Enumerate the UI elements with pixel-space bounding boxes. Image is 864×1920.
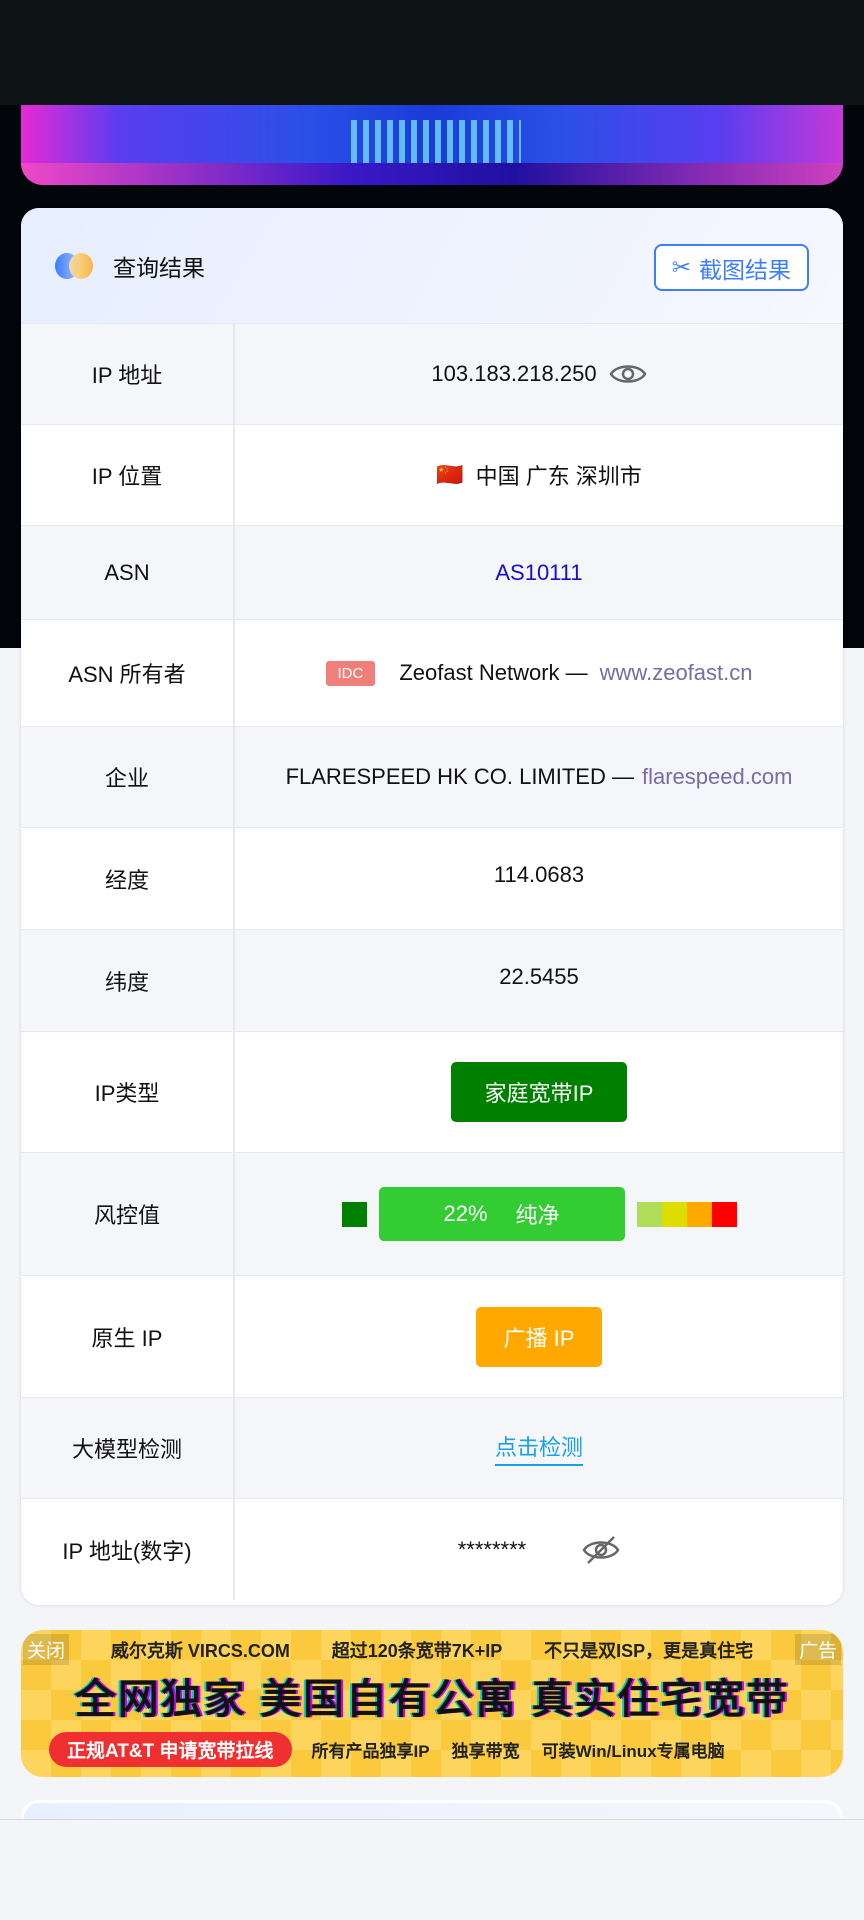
row-label: ASN 所有者 (21, 620, 235, 726)
asn-owner-value: Zeofast Network — (399, 660, 588, 685)
row-label: 经度 (21, 828, 235, 929)
risk-level: 纯净 (515, 1203, 560, 1228)
eye-off-icon[interactable] (582, 1535, 620, 1565)
row-label: IP 地址(数字) (21, 1499, 235, 1600)
row-label: 纬度 (21, 930, 235, 1031)
ip-value: 103.183.218.250 (431, 361, 597, 386)
scissors-icon: ✂ (671, 254, 691, 280)
row-latitude: 纬度 22.5455 (21, 929, 843, 1031)
row-label: 原生 IP (21, 1276, 235, 1397)
location-value: 中国 广东 深圳市 (475, 464, 642, 489)
ad-text: 所有产品独享IP (311, 1742, 430, 1761)
row-label: 企业 (21, 727, 235, 827)
ad-headline: 全网独家 美国自有公寓 真实住宅宽带 (74, 1675, 790, 1722)
result-card: 查询结果 ✂ 截图结果 IP 地址 103.183.218.250 IP 位置 … (21, 208, 843, 1605)
asn-owner-link[interactable]: www.zeofast.cn (599, 660, 753, 685)
row-label: ASN (21, 526, 235, 619)
ad-text: 可装Win/Linux专属电脑 (541, 1742, 725, 1761)
row-label: IP 位置 (21, 425, 235, 525)
ad-label: 广告 (794, 1634, 841, 1665)
risk-percent: 22% (443, 1201, 488, 1226)
row-llm-detect: 大模型检测 点击检测 (21, 1397, 843, 1498)
card-header: 查询结果 ✂ 截图结果 (21, 208, 843, 323)
row-company: 企业 FLARESPEED HK CO. LIMITED — flarespeed… (21, 726, 843, 827)
ad-banner[interactable]: 关闭 威尔克斯 VIRCS.COM 超过120条宽带7K+IP 不只是双ISP，… (21, 1630, 843, 1777)
ad-text: 超过120条宽带7K+IP (331, 1640, 503, 1661)
ip-type-badge: 家庭宽带IP (450, 1062, 628, 1122)
china-flag-icon: 🇨🇳 (436, 462, 464, 487)
ad-pill: 正规AT&T 申请宽带拉线 (49, 1732, 292, 1767)
idc-badge: IDC (325, 660, 376, 686)
company-link[interactable]: flarespeed.com (641, 764, 793, 789)
row-longitude: 经度 114.0683 (21, 827, 843, 929)
longitude-value: 114.0683 (493, 862, 585, 887)
row-native-ip: 原生 IP 广播 IP (21, 1275, 843, 1397)
risk-score-bar: 22% 纯净 (378, 1187, 625, 1241)
company-value: FLARESPEED HK CO. LIMITED — (285, 764, 634, 789)
ad-bottom-row: 正规AT&T 申请宽带拉线 所有产品独享IP 独享带宽 可装Win/Linux专属电… (21, 1732, 843, 1767)
risk-scale (636, 1201, 737, 1227)
row-ip-type: IP类型 家庭宽带IP (21, 1031, 843, 1152)
ad-text: 不只是双ISP，更是真住宅 (544, 1640, 754, 1661)
eye-icon[interactable] (609, 361, 647, 387)
latitude-value: 22.5455 (499, 964, 579, 989)
card-title: 查询结果 (113, 254, 205, 281)
ad-text: 独享带宽 (451, 1742, 520, 1761)
asn-link[interactable]: AS10111 (495, 559, 583, 585)
row-risk: 风控值 22% 纯净 (21, 1152, 843, 1275)
row-label: IP 地址 (21, 324, 235, 424)
top-bar (0, 0, 864, 105)
row-ip-location: IP 位置 🇨🇳 中国 广东 深圳市 (21, 424, 843, 525)
row-label: IP类型 (21, 1032, 235, 1152)
row-ip-numeric: IP 地址(数字) ******** (21, 1498, 843, 1600)
bottom-area (0, 1819, 864, 1920)
detect-link[interactable]: 点击检测 (494, 1430, 583, 1466)
row-asn-owner: ASN 所有者 IDC Zeofast Network — www.zeofast.… (21, 619, 843, 726)
ad-close-button[interactable]: 关闭 (23, 1634, 70, 1665)
risk-low-marker (341, 1201, 367, 1227)
row-asn: ASN AS10111 (21, 525, 843, 619)
native-ip-badge: 广播 IP (475, 1306, 603, 1367)
screenshot-button[interactable]: ✂ 截图结果 (653, 244, 809, 291)
banner-image (21, 105, 843, 185)
row-label: 风控值 (21, 1153, 235, 1275)
row-label: 大模型检测 (21, 1398, 235, 1498)
ad-top-row: 关闭 威尔克斯 VIRCS.COM 超过120条宽带7K+IP 不只是双ISP，… (21, 1634, 843, 1665)
ad-text: 威尔克斯 VIRCS.COM (110, 1640, 290, 1661)
row-ip-address: IP 地址 103.183.218.250 (21, 323, 843, 424)
result-logo-icon (55, 252, 95, 279)
ip-numeric-value: ******** (457, 1536, 527, 1562)
